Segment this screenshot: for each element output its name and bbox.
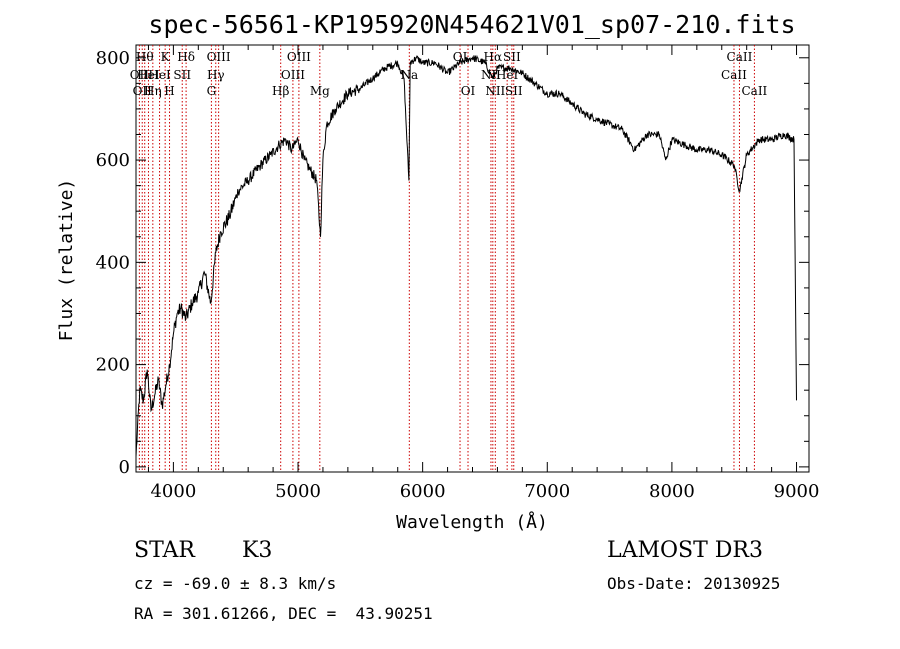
x-axis-label: Wavelength (Å): [396, 511, 548, 533]
reference-line-label: K: [161, 50, 171, 64]
reference-line-label: OIII: [287, 50, 311, 64]
x-tick-label: 7000: [524, 481, 570, 502]
reference-line-label: OII: [133, 84, 153, 98]
reference-line-label: Na: [400, 68, 418, 82]
coordinates: RA = 301.61266, DEC = 43.90251: [134, 604, 433, 623]
reference-line-label: CaII: [727, 50, 753, 64]
reference-line-label: Hβ: [272, 84, 289, 98]
reference-line-label: H: [164, 84, 174, 98]
reference-line-label: HeI: [148, 68, 171, 82]
reference-line-label: OI: [461, 84, 476, 98]
reference-lines: [138, 45, 755, 472]
reference-line-label: CaII: [741, 84, 767, 98]
y-axis-label: Flux (relative): [56, 179, 77, 342]
spectrum-line: [135, 54, 797, 457]
reference-line-label: Mg: [310, 84, 330, 98]
class-label: STAR: [134, 538, 195, 563]
x-tick-label: 4000: [150, 481, 196, 502]
reference-line-label: OIII: [207, 50, 231, 64]
reference-line-label: OII: [130, 68, 150, 82]
reference-line-label: Hδ: [177, 50, 195, 64]
reference-line-label: OIII: [281, 68, 305, 82]
subclass-label: K3: [242, 538, 273, 563]
reference-line-label: Hα: [484, 50, 503, 64]
reference-line-label: OI: [453, 50, 468, 64]
redshift-text: cz = -69.0 ± 8.3 km/s: [134, 574, 337, 593]
survey-label: LAMOST DR3: [607, 538, 763, 563]
x-tick-label: 9000: [774, 481, 820, 502]
y-tick-label: 400: [96, 252, 130, 273]
reference-line-label: Hθ: [136, 50, 154, 64]
x-tick-label: 8000: [649, 481, 695, 502]
reference-line-labels: OIIOIIHθHeIHηHeIKHSIIHδGHγOIIIHβOIIIOIII…: [130, 50, 768, 98]
reference-line-label: Hη: [144, 84, 162, 98]
reference-line-label: NII: [485, 84, 505, 98]
chart-title: spec-56561-KP195920N454621V01_sp07-210.f…: [148, 10, 795, 39]
obs-date: Obs-Date: 20130925: [607, 574, 781, 593]
reference-line-label: HeI: [137, 68, 160, 82]
reference-line-label: CaII: [721, 68, 747, 82]
x-tick-label: 5000: [275, 481, 321, 502]
plot-frame: [135, 44, 810, 473]
reference-line-label: SII: [503, 50, 521, 64]
y-tick-label: 200: [96, 355, 130, 376]
reference-line-label: Hγ: [207, 68, 225, 82]
y-tick-label: 0: [119, 457, 130, 478]
y-tick-label: 600: [96, 150, 130, 171]
x-tick-label: 6000: [400, 481, 446, 502]
y-tick-label: 800: [96, 48, 130, 69]
x-axis-ticks: 4000 5000 6000 7000 8000 9000: [147, 45, 820, 502]
y-axis-ticks: 0 200 400 600 800: [96, 48, 809, 478]
reference-line-label: SII: [173, 68, 191, 82]
reference-line-label: SII: [505, 84, 523, 98]
reference-line-label: G: [207, 84, 217, 98]
